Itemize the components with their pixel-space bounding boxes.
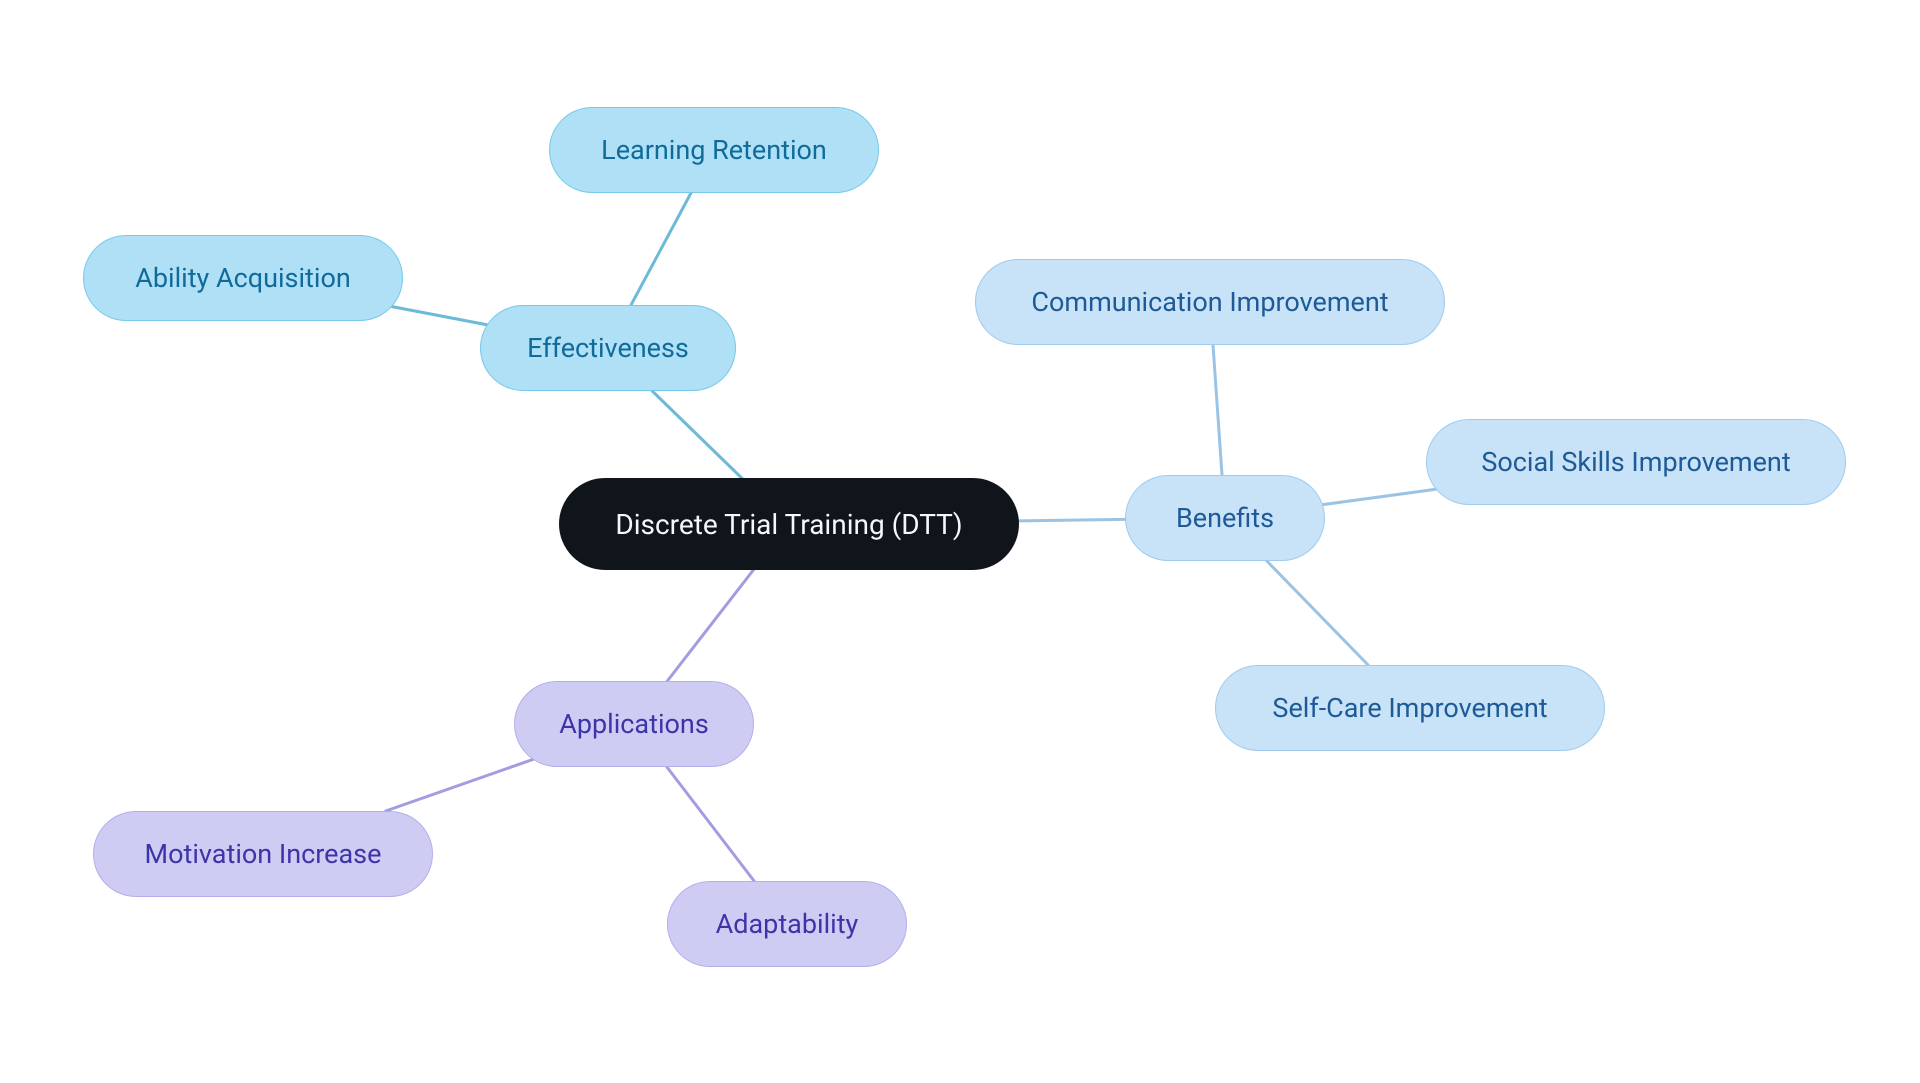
edge-root-effectiveness	[652, 391, 741, 478]
node-adaptability: Adaptability	[667, 881, 907, 967]
edge-root-applications	[667, 570, 753, 681]
node-label: Adaptability	[716, 908, 859, 940]
node-communication: Communication Improvement	[975, 259, 1445, 345]
node-self_care: Self-Care Improvement	[1215, 665, 1605, 751]
node-benefits: Benefits	[1125, 475, 1325, 561]
mindmap-canvas: Discrete Trial Training (DTT) Effectivene…	[0, 0, 1920, 1083]
node-label: Self-Care Improvement	[1272, 692, 1547, 724]
node-label: Ability Acquisition	[135, 262, 351, 294]
node-label: Applications	[559, 708, 709, 740]
edge-effectiveness-ability_acquisition	[392, 307, 487, 325]
edge-applications-motivation	[386, 759, 533, 811]
node-label: Discrete Trial Training (DTT)	[615, 508, 962, 541]
node-label: Effectiveness	[527, 332, 689, 364]
node-label: Motivation Increase	[145, 838, 382, 870]
node-label: Communication Improvement	[1031, 286, 1388, 318]
edge-effectiveness-learning_retention	[631, 193, 691, 305]
node-social_skills: Social Skills Improvement	[1426, 419, 1846, 505]
edge-benefits-social_skills	[1323, 489, 1436, 504]
node-label: Learning Retention	[601, 134, 827, 166]
node-motivation: Motivation Increase	[93, 811, 433, 897]
edge-benefits-self_care	[1267, 561, 1368, 665]
node-ability_acquisition: Ability Acquisition	[83, 235, 403, 321]
node-effectiveness: Effectiveness	[480, 305, 736, 391]
node-label: Benefits	[1176, 502, 1274, 534]
node-learning_retention: Learning Retention	[549, 107, 879, 193]
node-applications: Applications	[514, 681, 754, 767]
node-root: Discrete Trial Training (DTT)	[559, 478, 1019, 570]
edge-root-benefits	[1019, 519, 1125, 520]
node-label: Social Skills Improvement	[1481, 446, 1790, 478]
edge-benefits-communication	[1213, 345, 1222, 475]
edge-applications-adaptability	[667, 767, 754, 881]
